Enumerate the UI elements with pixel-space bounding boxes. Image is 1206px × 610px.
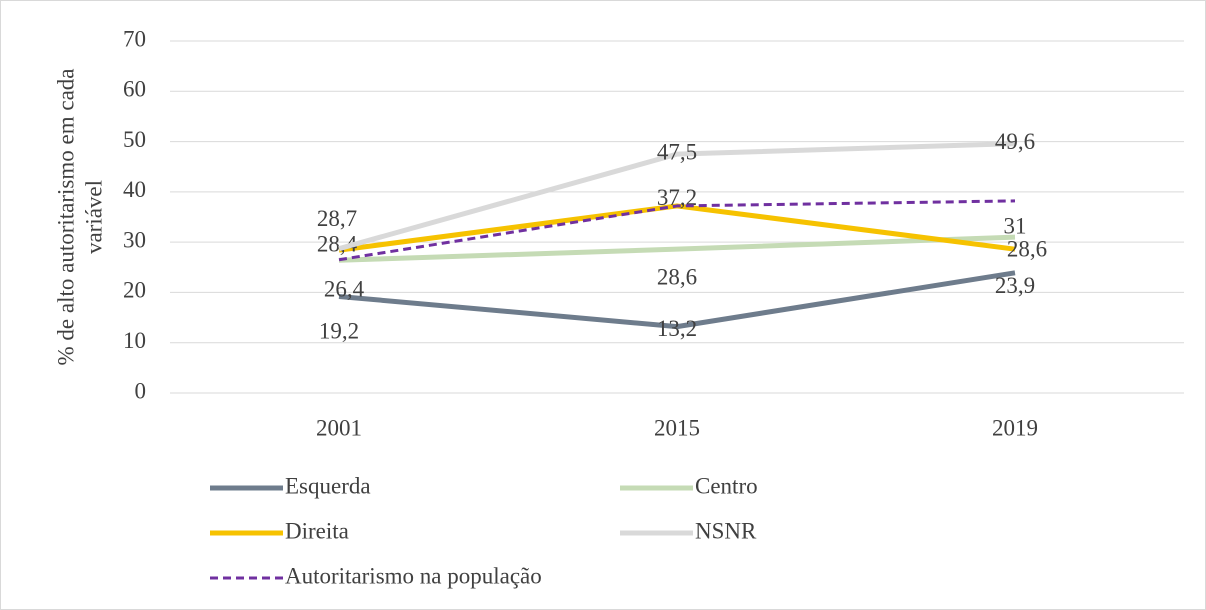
data-label: 19,2 [319, 319, 359, 344]
y-axis-title: % de alto autoritarismo em cada [53, 69, 78, 366]
data-label: 28,6 [657, 264, 697, 289]
legend-label: Autoritarismo na população [285, 563, 542, 588]
data-label: 49,6 [995, 129, 1035, 154]
y-tick-label: 40 [123, 177, 146, 202]
y-tick-label: 20 [123, 278, 146, 303]
data-label: 28,7 [317, 206, 357, 231]
series-line [338, 199, 1016, 262]
y-tick-label: 10 [123, 328, 146, 353]
legend-label: Esquerda [285, 473, 371, 498]
series-line [338, 234, 1016, 263]
y-tick-label: 50 [123, 127, 146, 152]
legend-label: Direita [285, 518, 349, 543]
data-label: 47,5 [657, 139, 697, 164]
data-label: 31 [1004, 213, 1027, 238]
data-label: 23,9 [995, 273, 1035, 298]
y-tick-label: 0 [135, 378, 147, 403]
legend-label: NSNR [695, 518, 757, 543]
y-tick-label: 60 [123, 77, 146, 102]
series-line [338, 141, 1016, 252]
data-label: 26,4 [324, 277, 365, 302]
data-label: 13,2 [657, 316, 697, 341]
y-axis-title: variável [81, 180, 106, 254]
series-line [338, 270, 1016, 330]
x-tick-label: 2015 [654, 415, 700, 440]
y-tick-label: 30 [123, 227, 146, 252]
x-tick-label: 2019 [992, 415, 1038, 440]
y-tick-label: 70 [123, 26, 146, 51]
data-label: 28,6 [1007, 236, 1047, 261]
legend-label: Centro [695, 473, 758, 498]
x-tick-label: 2001 [316, 415, 362, 440]
